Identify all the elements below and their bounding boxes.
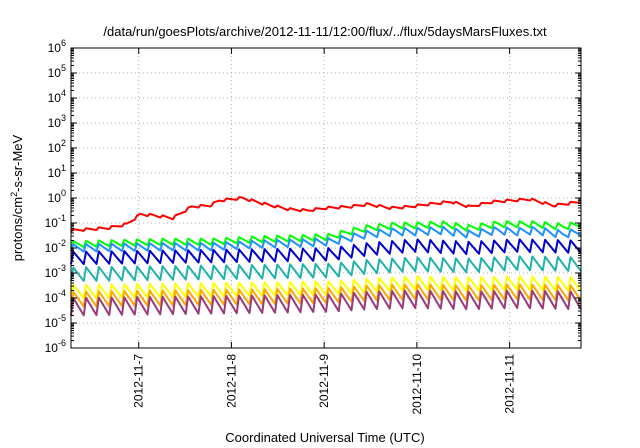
y-tick-label: 10-6 xyxy=(45,338,66,355)
y-tick-labels: 10-610-510-410-310-210-11001011021031041… xyxy=(45,38,66,355)
y-axis-label-pre: protons/cm xyxy=(10,197,25,261)
y-tick-label-exponent: 6 xyxy=(61,38,66,48)
series-line-6 xyxy=(70,275,582,300)
y-tick-label-exponent: 1 xyxy=(61,163,66,173)
x-tick-label: 2012-11-9 xyxy=(317,354,331,408)
y-tick-label: 10-5 xyxy=(45,313,66,330)
y-tick-label: 10-1 xyxy=(45,213,66,230)
y-tick-label-exponent: 4 xyxy=(61,88,66,98)
series-line-8 xyxy=(70,289,582,317)
y-tick-label-base: 10 xyxy=(45,241,59,255)
y-tick-label-base: 10 xyxy=(48,141,62,155)
y-tick-label-base: 10 xyxy=(48,116,62,130)
y-tick-label-base: 10 xyxy=(45,216,59,230)
y-tick-label-exponent: 5 xyxy=(61,63,66,73)
y-tick-label: 104 xyxy=(48,88,66,105)
y-tick-label-base: 10 xyxy=(48,66,62,80)
y-tick-label-exponent: 2 xyxy=(61,138,66,148)
y-tick-label-base: 10 xyxy=(48,166,62,180)
x-tick-labels: 2012-11-7 2012-11-8 2012-11-9 2012-11-10 201… xyxy=(132,354,517,415)
y-tick-label-base: 10 xyxy=(48,91,62,105)
series-line-5 xyxy=(70,255,582,282)
y-tick-label: 101 xyxy=(48,163,66,180)
y-tick-label-exponent: -6 xyxy=(58,338,66,348)
y-tick-label: 10-2 xyxy=(45,238,66,255)
y-tick-label: 103 xyxy=(48,113,66,130)
y-tick-label-exponent: -2 xyxy=(58,238,66,248)
y-tick-label: 100 xyxy=(48,188,66,205)
y-tick-label-base: 10 xyxy=(45,316,59,330)
y-axis-label-sup: 2 xyxy=(9,192,19,197)
y-tick-label: 102 xyxy=(48,138,66,155)
y-tick-label-exponent: -1 xyxy=(58,213,66,223)
series-group xyxy=(70,196,582,317)
y-tick-label-base: 10 xyxy=(45,266,59,280)
x-tick-label: 2012-11-8 xyxy=(224,354,238,408)
y-tick-label-exponent: -4 xyxy=(58,288,66,298)
x-tick-label: 2012-11-10 xyxy=(410,354,424,415)
series-line-1 xyxy=(70,196,582,233)
y-tick-label: 10-3 xyxy=(45,263,66,280)
chart-title: /data/run/goesPlots/archive/2012-11-11/1… xyxy=(103,24,547,39)
y-tick-label: 10-4 xyxy=(45,288,66,305)
y-axis-label-post: -s-sr-MeV xyxy=(10,134,25,191)
x-axis-label: Coordinated Universal Time (UTC) xyxy=(225,430,424,445)
x-tick-label: 2012-11-7 xyxy=(132,354,146,408)
y-tick-label: 106 xyxy=(48,38,66,55)
y-tick-label-exponent: 0 xyxy=(61,188,66,198)
series-line-4 xyxy=(70,238,582,266)
y-tick-label-exponent: -3 xyxy=(58,263,66,273)
y-tick-label-base: 10 xyxy=(45,291,59,305)
y-tick-label-exponent: 3 xyxy=(61,113,66,123)
y-tick-label-base: 10 xyxy=(45,341,59,355)
y-axis-label: protons/cm2-s-sr-MeV xyxy=(9,134,25,261)
y-tick-label: 105 xyxy=(48,63,66,80)
axis-ticks xyxy=(71,47,581,349)
y-tick-label-exponent: -5 xyxy=(58,313,66,323)
series-line-7 xyxy=(70,283,582,308)
x-tick-label: 2012-11-11 xyxy=(503,354,517,414)
y-tick-label-base: 10 xyxy=(48,41,62,55)
y-tick-label-base: 10 xyxy=(48,191,62,205)
series-line-3 xyxy=(70,225,582,253)
series-line-2 xyxy=(70,220,582,249)
